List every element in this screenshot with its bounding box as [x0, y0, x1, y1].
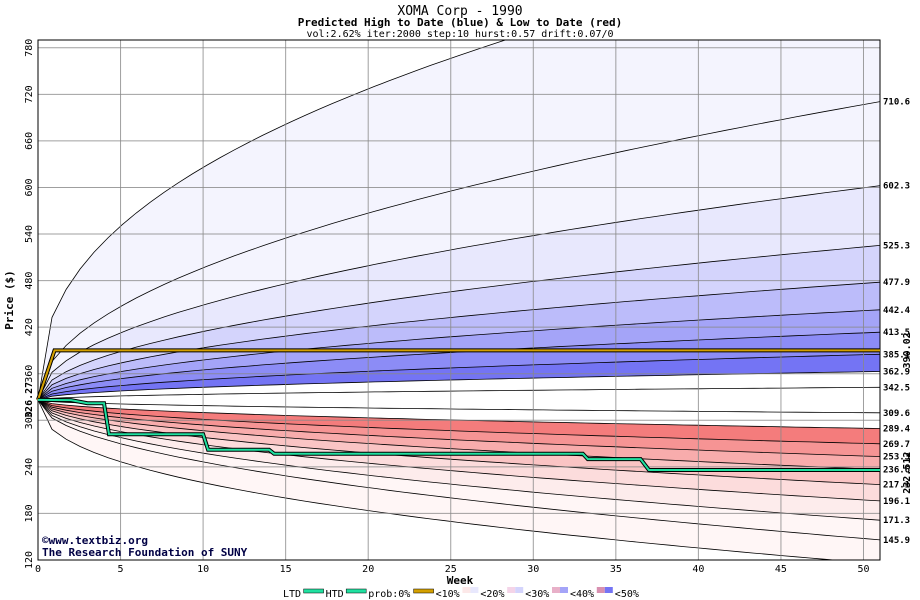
- end-value-label: 309.6: [883, 409, 910, 419]
- end-value-label: 362.9: [883, 367, 910, 377]
- legend-swatch-red: [507, 587, 516, 593]
- end-value-label: 477.9: [883, 278, 910, 288]
- ltd-end-label: 232.512: [902, 452, 913, 494]
- end-value-label: 145.9: [883, 536, 910, 546]
- y-tick-label: 780: [24, 39, 35, 57]
- y-tick-label: 540: [24, 225, 35, 243]
- legend-swatch-blue: [604, 587, 613, 593]
- end-value-label: 236.6: [883, 466, 910, 476]
- end-value-label: 269.7: [883, 440, 910, 450]
- extreme-high-line: [38, 40, 507, 400]
- plot-area: 0 5 10 15 20 25 30 35 40 45 50 120 180 240 300 360 420 48…: [24, 39, 913, 575]
- x-tick-label: 35: [610, 564, 622, 575]
- prob-end-label: 390.02: [902, 332, 913, 368]
- end-value-label: 525.3: [883, 241, 910, 251]
- x-tick-label: 20: [362, 564, 374, 575]
- x-tick-label: 25: [445, 564, 457, 575]
- red-band-0: [38, 399, 880, 444]
- contour-line: [38, 399, 880, 470]
- contour-line: [38, 399, 880, 502]
- y-tick-label: 420: [24, 318, 35, 336]
- chart-title: XOMA Corp - 1990: [397, 4, 522, 19]
- credit-url: ©www.textbiz.org: [42, 534, 148, 547]
- chart-subtitle: Predicted High to Date (blue) & Low to D…: [298, 16, 623, 29]
- plot-border: [37, 39, 881, 561]
- legend-label: <10%: [436, 589, 460, 600]
- legend-swatch-blue: [515, 587, 524, 593]
- x-axis-label: Week: [447, 574, 474, 587]
- x-tick-label: 50: [857, 564, 869, 575]
- contour-line: [38, 185, 880, 401]
- legend-line-swatch: [413, 588, 434, 594]
- legend-swatch-blue: [470, 587, 479, 593]
- legend-line-swatch: [303, 588, 324, 594]
- prob-line: [37, 349, 880, 401]
- blue-band-0: [38, 354, 880, 400]
- y-axis-label: Price ($): [3, 270, 16, 330]
- start-value-label: 326.27: [24, 382, 35, 418]
- end-value-label: 171.3: [883, 516, 910, 526]
- credit-org: The Research Foundation of SUNY: [42, 546, 248, 559]
- legend-label: LTD: [283, 589, 301, 600]
- end-value-label: 602.3: [883, 182, 910, 192]
- x-tick-label: 40: [692, 564, 704, 575]
- end-value-label: 385.1: [883, 350, 910, 360]
- end-value-label: 413.5: [883, 328, 910, 338]
- contour-line: [38, 353, 880, 401]
- y-tick-label: 120: [24, 551, 35, 569]
- legend-label: prob:0%: [368, 589, 410, 600]
- legend-swatch-red: [462, 587, 471, 593]
- contour-line: [38, 399, 880, 414]
- y-tick-label: 180: [24, 504, 35, 522]
- end-value-label: 710.6: [883, 98, 910, 108]
- end-value-label: 217.1: [883, 481, 910, 491]
- legend: LTD HTD prob:0% <10% <20% <30% <40% <50%: [283, 587, 639, 600]
- outer-high-region: [38, 40, 880, 400]
- y-tick-label: 300: [24, 411, 35, 429]
- contour-line: [38, 386, 880, 401]
- contour-line: [38, 399, 880, 521]
- end-value-label: 289.4: [883, 425, 911, 435]
- y-tick-label: 240: [24, 458, 35, 476]
- x-tick-label: 10: [197, 564, 209, 575]
- contour-line: [38, 399, 880, 541]
- end-value-label: 253.3: [883, 453, 910, 463]
- x-tick-label: 0: [35, 564, 41, 575]
- legend-swatch-blue: [560, 587, 568, 593]
- extreme-low-line: [38, 399, 838, 560]
- contour-line: [38, 399, 880, 445]
- contour-line: [38, 399, 880, 457]
- end-value-label: 196.1: [883, 497, 910, 507]
- y-tick-label: 480: [24, 272, 35, 290]
- legend-swatch-red: [552, 587, 560, 593]
- x-tick-label: 30: [527, 564, 539, 575]
- y-tick-label: 360: [24, 365, 35, 383]
- y-tick-label: 720: [24, 85, 35, 103]
- legend-label: <30%: [525, 589, 549, 600]
- x-tick-label: 45: [775, 564, 787, 575]
- contour-line: [38, 245, 880, 401]
- legend-label: HTD: [326, 589, 344, 600]
- y-tick-label: 600: [24, 178, 35, 196]
- ltd-line: [37, 398, 880, 471]
- legend-line-swatch: [345, 588, 367, 594]
- legend-label: <40%: [570, 589, 594, 600]
- contour-line: [38, 101, 880, 401]
- contour-line: [38, 309, 880, 401]
- legend-label: <50%: [615, 589, 639, 600]
- legend-swatch-red: [596, 587, 605, 593]
- end-value-label: 442.4: [883, 306, 911, 316]
- legend-label: <20%: [480, 589, 504, 600]
- y-tick-label: 660: [24, 132, 35, 150]
- end-value-label: 342.5: [883, 383, 910, 393]
- x-tick-label: 5: [118, 564, 124, 575]
- chart-params: vol:2.62% iter:2000 step:10 hurst:0.57 d…: [306, 29, 613, 40]
- x-tick-label: 15: [280, 564, 292, 575]
